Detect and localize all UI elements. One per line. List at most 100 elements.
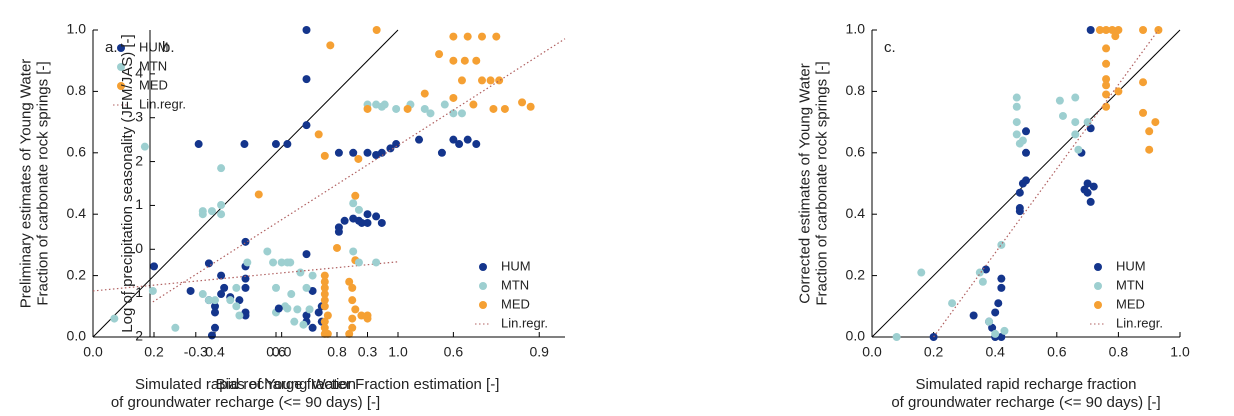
data-point (217, 210, 226, 219)
panel: 0.0 0.2 0.4 0.6 0.8 1.0 0.0 0.2 0.4 0.6 0.8 1.0 Simu… (17, 21, 407, 411)
data-point (323, 329, 332, 338)
data-point (472, 140, 481, 149)
y-tick-label: 0 (135, 240, 143, 256)
data-point (386, 144, 395, 153)
data-point (1015, 207, 1024, 216)
data-point (140, 142, 149, 151)
data-point (290, 317, 299, 326)
x-tick-label: 0.9 (530, 344, 550, 360)
y-axis-label: Fraction of carbonate rock springs [-] (813, 61, 830, 305)
data-point (997, 333, 1006, 341)
data-point (1083, 188, 1092, 197)
data-point (349, 148, 358, 157)
data-point (217, 200, 226, 209)
data-point (1022, 127, 1030, 136)
data-point (274, 304, 283, 313)
data-point (211, 323, 219, 332)
data-point (308, 323, 317, 332)
data-point (892, 333, 901, 341)
data-point (354, 154, 363, 163)
data-point (449, 32, 458, 41)
data-point (997, 283, 1006, 292)
legend-label: MED (1116, 296, 1145, 311)
data-point (349, 199, 358, 208)
y-tick-label: 1 (135, 196, 143, 212)
data-point (1102, 75, 1111, 84)
legend-swatch (117, 82, 125, 90)
legend-label: HUM (139, 39, 169, 54)
x-axis-label: Bias of Young Water Fraction estimation … (216, 376, 500, 393)
data-point (217, 271, 226, 280)
data-point (469, 100, 478, 109)
data-point (241, 283, 250, 292)
data-point (975, 268, 984, 277)
data-point (211, 296, 219, 305)
data-point (323, 311, 332, 320)
data-point (449, 56, 458, 65)
x-tick-label: -0.3 (184, 344, 208, 360)
data-point (232, 283, 241, 292)
y-tick-label: 0.2 (846, 266, 866, 282)
data-point (217, 164, 226, 173)
data-point (314, 130, 323, 139)
data-point (357, 218, 366, 227)
x-axis-label: of groundwater recharge (<= 90 days) [-] (111, 394, 380, 411)
x-tick-label: 1.0 (388, 344, 408, 360)
data-point (377, 102, 386, 111)
data-point (1108, 26, 1117, 34)
data-point (1083, 118, 1092, 127)
data-point (348, 323, 357, 332)
data-point (1022, 148, 1030, 157)
data-point (320, 271, 329, 280)
data-point (478, 32, 486, 41)
x-tick-label: 0.2 (924, 344, 944, 360)
x-tick-label: 0.3 (358, 344, 378, 360)
data-point (435, 50, 444, 59)
data-point (287, 290, 296, 299)
data-point (403, 104, 412, 113)
data-point (500, 104, 509, 113)
data-point (1102, 102, 1111, 111)
data-point (988, 323, 997, 332)
data-point (334, 227, 343, 236)
data-point (1145, 127, 1154, 136)
data-point (440, 100, 449, 109)
data-point (204, 259, 213, 268)
y-tick-label: 3 (135, 108, 143, 124)
legend-label: MTN (1116, 277, 1144, 292)
data-point (241, 311, 250, 320)
data-point (241, 274, 250, 283)
y-tick-label: 0.8 (846, 82, 866, 98)
data-point (495, 76, 504, 85)
y-tick-label: 0.2 (67, 266, 87, 282)
data-point (148, 286, 157, 295)
panel: 0.0 0.2 0.4 0.6 0.8 1.0 0.0 0.2 0.4 0.6 0.8 1.0 Simu… (796, 21, 1189, 411)
data-point (340, 216, 349, 225)
data-point (486, 76, 495, 85)
data-point (1000, 326, 1009, 335)
data-point (463, 135, 472, 144)
data-point (449, 93, 458, 102)
panel-label: c. (884, 39, 896, 56)
data-point (1074, 145, 1083, 154)
data-point (392, 140, 401, 149)
data-point (302, 75, 311, 84)
data-point (1071, 130, 1080, 139)
data-point (994, 299, 1003, 308)
x-tick-label: 0.6 (444, 344, 464, 360)
data-point (1058, 111, 1067, 120)
y-tick-label: -1 (131, 284, 144, 300)
data-point (320, 317, 329, 326)
data-point (302, 250, 311, 259)
data-point (314, 308, 323, 317)
data-point (1012, 118, 1021, 127)
data-point (1012, 130, 1021, 139)
data-point (1139, 26, 1148, 34)
data-point (526, 102, 535, 111)
data-point (1012, 93, 1021, 102)
data-point (1095, 26, 1104, 34)
data-point (1015, 188, 1024, 197)
data-point (207, 331, 216, 340)
data-point (345, 329, 354, 338)
regression-line (152, 38, 566, 303)
